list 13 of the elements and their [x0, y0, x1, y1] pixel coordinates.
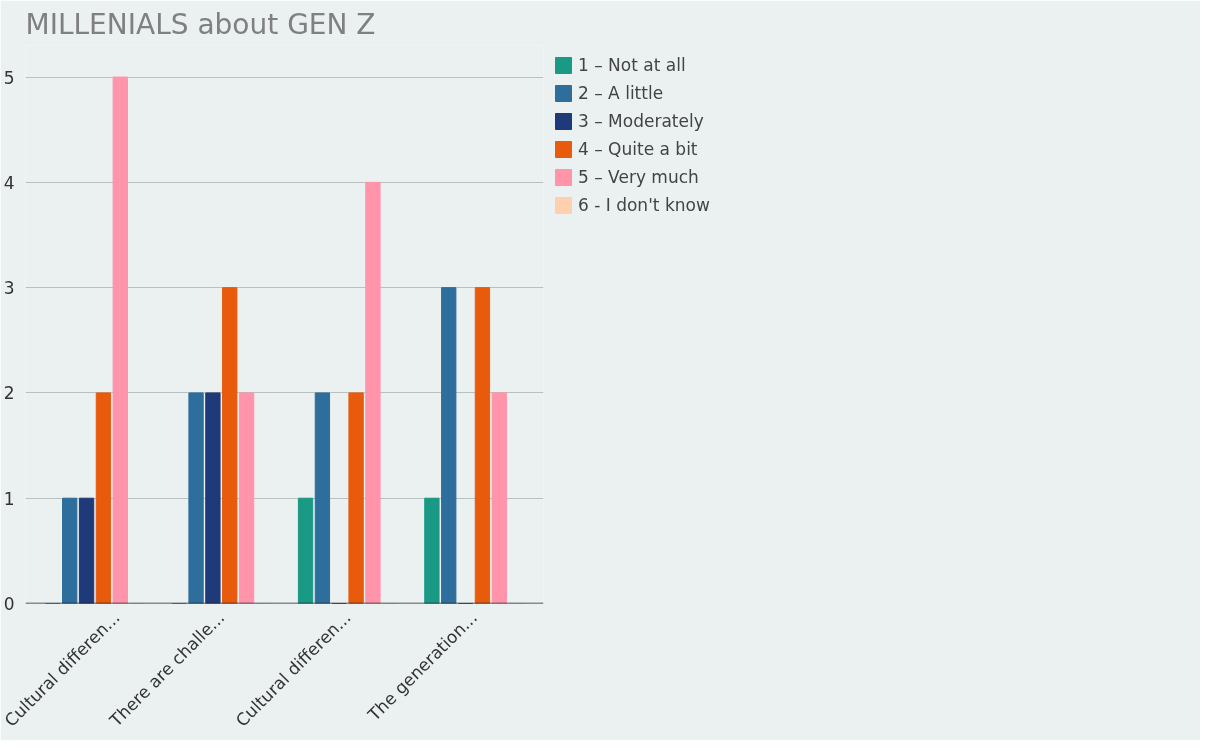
legend-label: 3 – Moderately [578, 111, 704, 131]
y-tick-label: 3 [3, 278, 15, 299]
y-tick-label: 4 [3, 172, 15, 193]
y-tick-label: 2 [3, 383, 15, 404]
legend-label: 1 – Not at all [578, 55, 686, 75]
y-tick-label: 1 [3, 488, 15, 509]
chart-title: MILLENIALS about GEN Z [25, 7, 376, 41]
legend-label: 5 – Very much [578, 167, 699, 187]
legend-label: 6 - I don't know [578, 195, 710, 215]
y-tick-label: 0 [3, 594, 15, 614]
y-tick-label: 5 [3, 67, 15, 88]
legend-label: 2 – A little [578, 83, 664, 103]
legend-label: 4 – Quite a bit [578, 139, 698, 159]
